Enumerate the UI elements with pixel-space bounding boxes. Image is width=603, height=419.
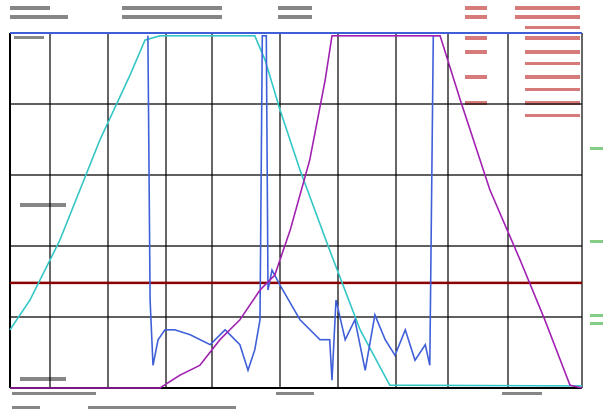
right-scale-text [590,147,603,325]
graticule [9,32,583,389]
trace [10,35,583,389]
marker-table [465,6,580,117]
header-text [10,6,542,409]
trace [147,35,441,381]
trace [9,35,583,387]
